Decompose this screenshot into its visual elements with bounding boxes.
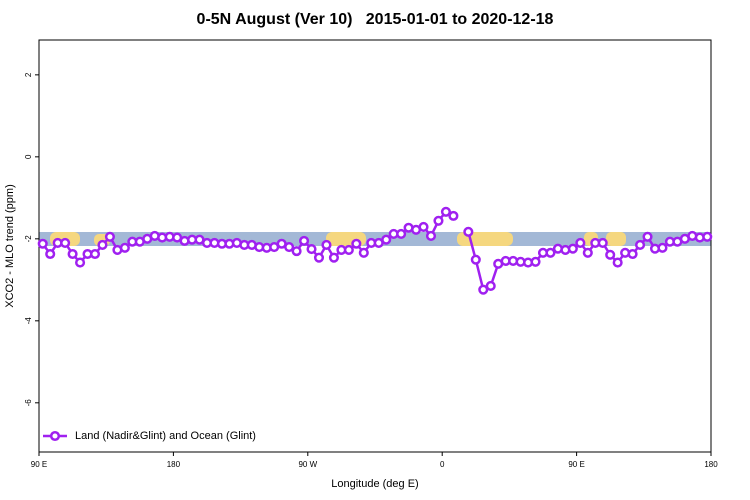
x-tick-label: 180 (167, 460, 181, 469)
y-tick-label: -4 (24, 317, 33, 325)
data-point (67, 248, 78, 260)
data-point (425, 230, 437, 242)
data-point (381, 234, 392, 245)
data-point (433, 215, 444, 226)
data-point (97, 239, 108, 251)
data-point (530, 256, 541, 267)
data-point (597, 237, 608, 248)
data-point (37, 238, 48, 249)
land-patch (606, 232, 626, 246)
data-point (702, 231, 713, 242)
data-point (418, 221, 429, 232)
data-point (448, 210, 459, 221)
data-point (567, 243, 578, 254)
data-point (642, 231, 653, 242)
x-tick-label: 0 (440, 460, 445, 469)
data-point (612, 257, 623, 268)
x-tick-label: 90 E (31, 460, 47, 469)
x-tick-label: 90 E (568, 460, 584, 469)
data-point (291, 246, 302, 257)
data-point (328, 252, 339, 263)
legend-marker (49, 430, 61, 442)
data-point (313, 252, 325, 263)
data-point (463, 226, 474, 237)
data-point (119, 242, 130, 253)
y-tick-label: -6 (24, 399, 33, 407)
chart-title: 0-5N August (Ver 10) 2015-01-01 to 2020-… (197, 11, 554, 28)
data-point (545, 247, 556, 258)
data-point (470, 254, 481, 265)
data-point (89, 248, 101, 260)
data-point (104, 231, 115, 242)
y-axis-label: XCO2 - MLO trend (ppm) (4, 184, 16, 307)
y-tick-label: 0 (24, 154, 33, 159)
data-point (299, 235, 310, 246)
data-point (358, 247, 369, 258)
legend-label: Land (Nadir&Glint) and Ocean (Glint) (75, 430, 256, 442)
x-axis-label: Longitude (deg E) (331, 478, 418, 490)
x-tick-label: 90 W (298, 460, 317, 469)
legend-item: Land (Nadir&Glint) and Ocean (Glint) (43, 430, 256, 442)
data-point (60, 237, 71, 248)
data-point (627, 248, 638, 260)
y-tick-label: -2 (24, 235, 33, 243)
data-point (351, 238, 362, 249)
data-point (635, 239, 646, 251)
data-point (657, 242, 668, 253)
x-tick-label: 180 (704, 460, 718, 469)
y-tick-label: 2 (24, 72, 33, 77)
data-point (605, 249, 616, 260)
data-point (485, 280, 496, 292)
data-point (440, 206, 451, 217)
data-point (306, 244, 317, 255)
data-point (343, 244, 354, 255)
data-point (321, 239, 332, 251)
data-point (45, 248, 56, 260)
data-point (582, 247, 593, 258)
data-point (75, 257, 86, 268)
data-point (575, 237, 586, 248)
data-point (396, 228, 407, 239)
data-point (478, 284, 489, 295)
data-point (284, 241, 295, 253)
